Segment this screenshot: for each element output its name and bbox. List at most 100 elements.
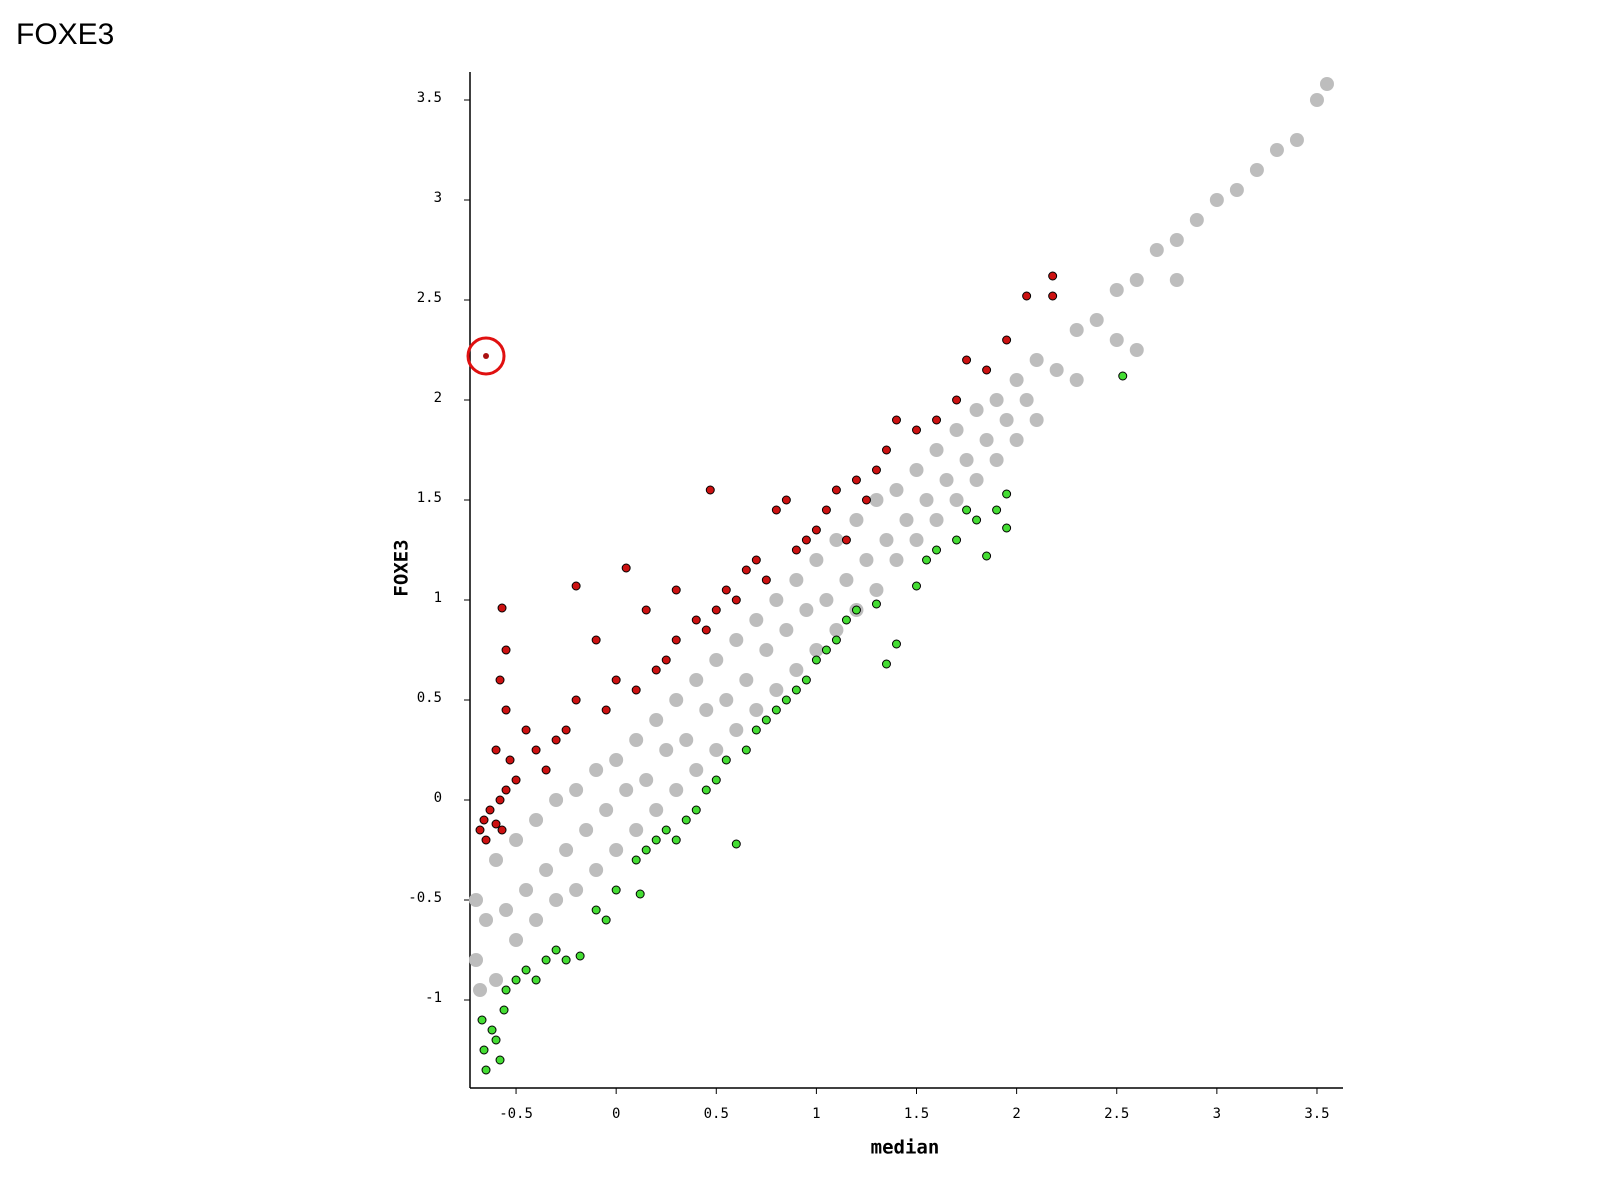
- point: [1048, 271, 1058, 281]
- highlight-ring: [466, 336, 506, 376]
- point: [739, 673, 754, 687]
- y-tick-label: -1: [425, 990, 442, 1006]
- point: [1109, 333, 1124, 347]
- point: [989, 393, 1004, 407]
- point: [999, 413, 1014, 427]
- point: [661, 655, 671, 665]
- point: [575, 951, 585, 961]
- point: [521, 965, 531, 975]
- point: [729, 633, 744, 647]
- point: [1069, 373, 1084, 387]
- point: [631, 685, 641, 695]
- point: [821, 505, 831, 515]
- point: [771, 505, 781, 515]
- point: [1189, 213, 1204, 227]
- point: [922, 555, 932, 565]
- point: [1229, 183, 1244, 197]
- point: [912, 581, 922, 591]
- point: [1009, 433, 1024, 447]
- point: [589, 763, 604, 777]
- point: [889, 483, 904, 497]
- point: [899, 513, 914, 527]
- point: [731, 595, 741, 605]
- point: [711, 775, 721, 785]
- point: [491, 819, 501, 829]
- point: [761, 575, 771, 585]
- point: [629, 823, 644, 837]
- x-tick-label: 1.5: [904, 1106, 929, 1122]
- point: [699, 703, 714, 717]
- point: [671, 635, 681, 645]
- point: [1129, 273, 1144, 287]
- point: [495, 675, 505, 685]
- point: [501, 985, 511, 995]
- point: [759, 643, 774, 657]
- point: [491, 1035, 501, 1045]
- point: [741, 565, 751, 575]
- point: [861, 495, 871, 505]
- point: [505, 755, 515, 765]
- point: [621, 563, 631, 573]
- point: [721, 585, 731, 595]
- point: [619, 783, 634, 797]
- point: [881, 445, 891, 455]
- point: [479, 913, 494, 927]
- point: [959, 453, 974, 467]
- y-axis-title: FOXE3: [391, 539, 413, 596]
- point: [729, 723, 744, 737]
- point: [749, 613, 764, 627]
- point: [501, 705, 511, 715]
- point: [769, 593, 784, 607]
- point: [571, 695, 581, 705]
- point: [495, 1055, 505, 1065]
- point: [649, 713, 664, 727]
- point: [541, 955, 551, 965]
- point: [497, 603, 507, 613]
- point: [939, 473, 954, 487]
- point: [509, 833, 524, 847]
- point: [551, 735, 561, 745]
- point: [949, 423, 964, 437]
- point: [841, 535, 851, 545]
- point: [681, 815, 691, 825]
- point: [1089, 313, 1104, 327]
- y-tick-label: 2.5: [417, 290, 442, 306]
- point: [1169, 273, 1184, 287]
- point: [1002, 489, 1012, 499]
- point: [1049, 363, 1064, 377]
- point: [1129, 343, 1144, 357]
- point: [1149, 243, 1164, 257]
- x-axis-title: median: [871, 1137, 940, 1159]
- point: [469, 953, 484, 967]
- point: [497, 825, 507, 835]
- point: [551, 945, 561, 955]
- point: [659, 743, 674, 757]
- point: [571, 581, 581, 591]
- point: [969, 403, 984, 417]
- point: [992, 505, 1002, 515]
- point: [869, 583, 884, 597]
- point: [569, 883, 584, 897]
- point: [579, 823, 594, 837]
- point: [731, 839, 741, 849]
- point: [469, 893, 484, 907]
- point: [741, 745, 751, 755]
- point: [949, 493, 964, 507]
- point: [919, 493, 934, 507]
- point: [495, 795, 505, 805]
- point: [781, 495, 791, 505]
- point: [869, 493, 884, 507]
- point: [631, 855, 641, 865]
- point: [601, 705, 611, 715]
- point: [932, 545, 942, 555]
- point: [721, 755, 731, 765]
- y-tick-label: 3.5: [417, 90, 442, 106]
- point: [932, 415, 942, 425]
- point: [709, 653, 724, 667]
- point: [669, 693, 684, 707]
- point: [1169, 233, 1184, 247]
- point: [751, 555, 761, 565]
- point: [531, 745, 541, 755]
- point: [485, 805, 495, 815]
